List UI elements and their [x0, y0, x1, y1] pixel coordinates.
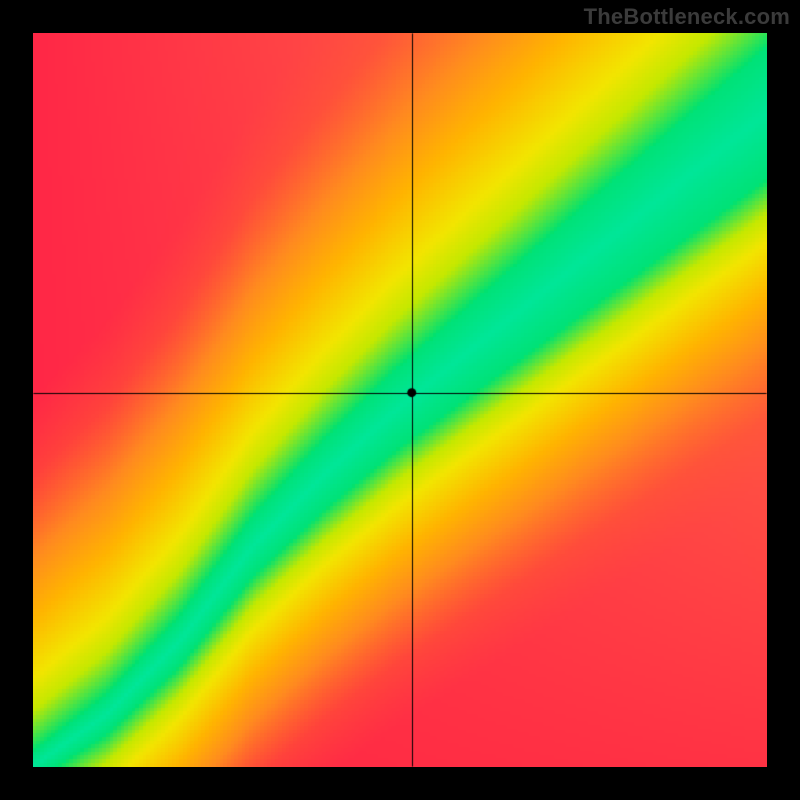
bottleneck-heatmap [33, 33, 767, 767]
attribution-watermark: TheBottleneck.com [584, 4, 790, 30]
